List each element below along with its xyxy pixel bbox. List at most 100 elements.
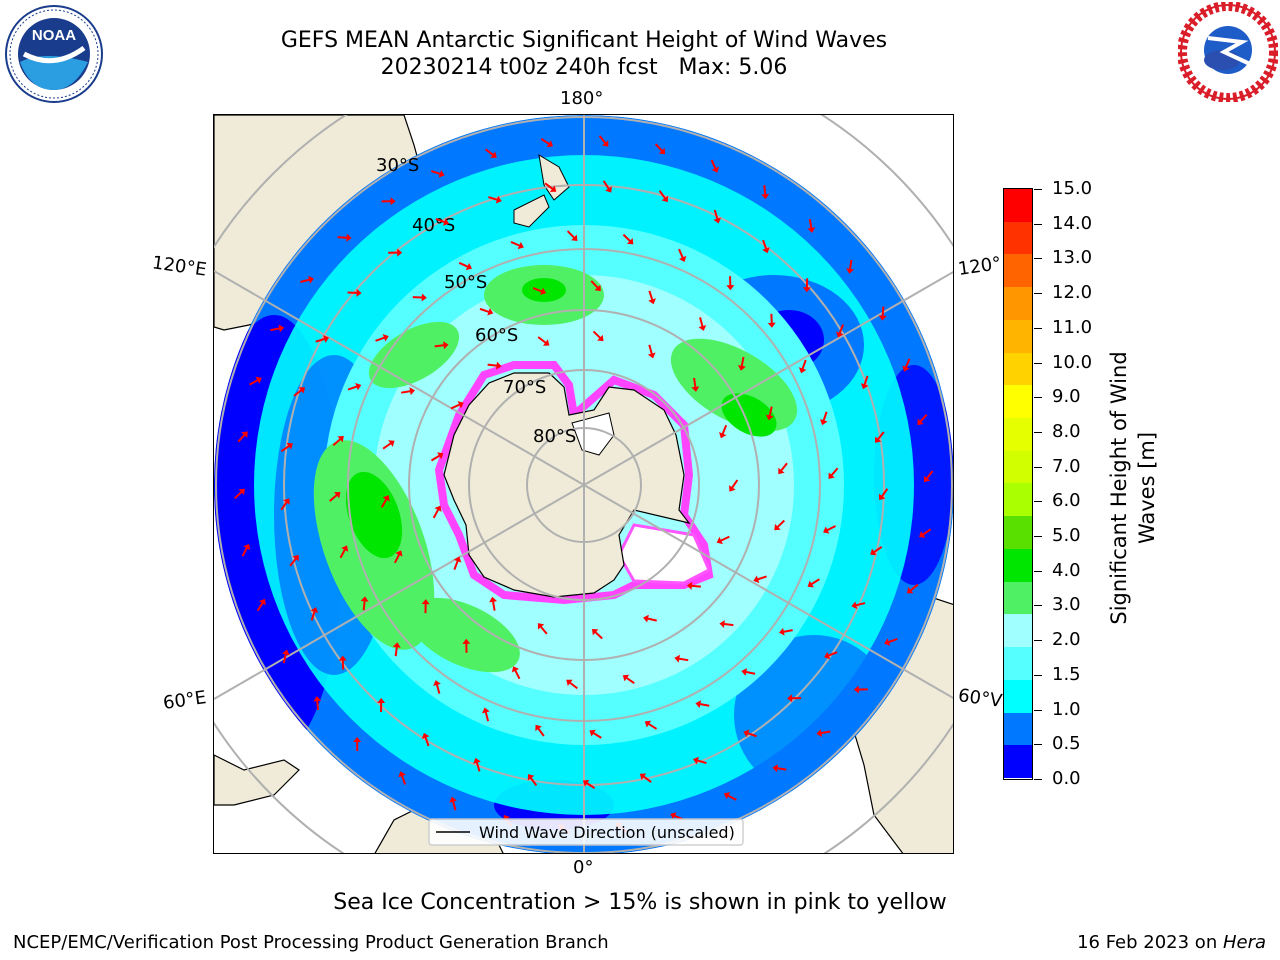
colorbar-tick [1034,293,1042,295]
colorbar-tick [1034,570,1042,572]
wind-arrow [647,344,656,359]
wind-arrow [462,638,471,653]
wind-arrow [289,554,299,567]
wind-arrow [485,148,497,158]
colorbar-segment [1004,254,1032,288]
colorbar-tick-label: 15.0 [1052,178,1093,199]
wind-arrow [765,406,774,421]
colorbar-tick-label: 9.0 [1052,386,1081,408]
wind-arrow [917,413,928,426]
wind-arrow [816,729,831,737]
wind-arrow [479,307,494,316]
wind-arrow [643,614,657,623]
wind-arrow [339,545,349,559]
colorbar-tick [1034,223,1042,225]
wind-arrow [511,666,521,680]
colorbar-segment [1004,385,1032,419]
wind-arrow [380,495,390,508]
wind-arrow [674,654,689,663]
wind-arrow [691,377,700,392]
wind-arrow [434,341,449,350]
wind-arrow [654,143,666,155]
lat-label-60s: 60°S [475,325,518,346]
wind-arrow [347,382,362,391]
wind-arrow [875,431,885,443]
wind-arrow [884,638,898,646]
wind-arrow [719,620,734,629]
wind-arrow [329,492,341,502]
wind-arrow [639,773,652,783]
wind-arrow [836,324,845,338]
wind-arrow [249,376,262,386]
colorbar-segment [1004,745,1032,778]
colorbar-segment [1004,647,1032,680]
colorbar-segment [1004,712,1032,746]
wind-arrow [823,525,836,534]
wind-arrow [487,361,502,370]
wind-arrow [234,488,245,500]
wind-arrow [737,356,746,371]
lon-label-180: 180° [560,88,604,109]
footer-date-text: 16 Feb 2023 on [1077,932,1223,953]
wind-arrow [430,170,445,178]
wind-arrow [237,431,248,443]
wind-arrow [300,275,314,284]
wind-arrow [710,159,719,173]
wind-wave-arrows [234,135,934,834]
wind-arrow [382,440,395,450]
wind-arrow [602,180,612,193]
colorbar-tick [1034,536,1042,538]
colorbar-tick-label: 0.5 [1052,733,1081,755]
colorbar-tick-label: 1.0 [1052,698,1081,720]
wind-arrow [540,138,554,148]
sea-ice-note: Sea Ice Concentration > 15% is shown in … [333,890,947,915]
wind-arrow [433,680,441,694]
colorbar-tick-label: 2.0 [1052,629,1081,651]
wind-arrow [589,729,602,739]
wind-arrow [719,424,728,439]
wind-arrow [798,359,807,374]
wind-arrow [449,796,457,811]
footer-branch: NCEP/EMC/Verification Post Processing Pr… [13,932,609,953]
wind-arrow [902,358,911,372]
wind-arrow [393,550,403,564]
colorbar-segment [1004,581,1032,615]
wind-arrow [774,519,785,531]
wind-arrow [870,546,883,556]
lat-label-50s: 50°S [444,272,487,293]
colorbar-tick-label: 12.0 [1052,282,1093,304]
wind-arrow [388,248,403,257]
colorbar-segment [1004,418,1032,451]
colorbar-tick [1034,779,1042,780]
wind-arrow [923,470,934,483]
wind-arrow [310,607,319,621]
wind-arrow [713,209,722,224]
wind-arrow [375,334,389,342]
wind-arrow [430,452,444,462]
wind-arrow [723,792,737,801]
noaa-logo-text: NOAA [32,27,76,44]
colorbar-tick [1034,674,1042,676]
wind-arrow [401,387,415,396]
colorbar-segment [1004,352,1032,386]
wind-arrow [256,598,266,612]
wind-arrow [280,498,290,511]
footer-date: 16 Feb 2023 on Hera [1077,932,1266,953]
colorbar-tick-label: 7.0 [1052,455,1081,477]
wind-arrow [753,575,767,584]
wind-arrow [824,651,838,660]
footer-host: Hera [1222,932,1266,953]
noaa-logo: NOAA [4,4,104,108]
colorbar-tick [1034,709,1042,711]
lon-label-120e: 120°E [150,252,208,281]
map-legend: Wind Wave Direction (unscaled) [428,818,744,846]
plot-subtitle: 20230214 t00z 240h fcst Max: 5.06 [380,55,788,80]
wind-arrow [591,628,603,640]
colorbar-segment [1004,548,1032,582]
wind-arrow [381,197,396,206]
colorbar-tick [1034,466,1042,468]
wind-arrow [544,182,557,192]
colorbar-tick-label: 6.0 [1052,490,1081,512]
wind-arrow [846,259,855,274]
colorbar-tick [1034,605,1042,607]
